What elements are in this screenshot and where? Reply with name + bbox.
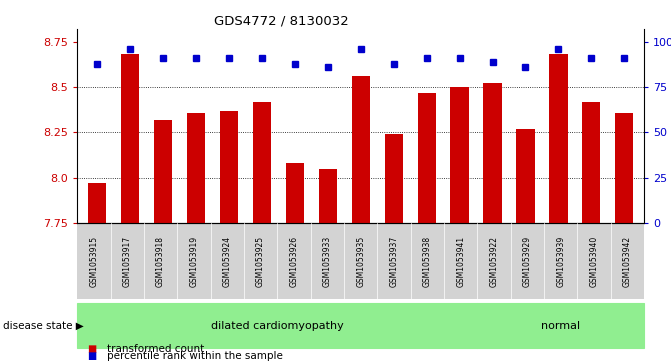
Text: GDS4772 / 8130032: GDS4772 / 8130032 (215, 15, 349, 28)
Bar (384, 134, 403, 223)
Bar (319, 169, 337, 223)
Bar (450, 87, 468, 223)
Text: GSM1053924: GSM1053924 (223, 236, 231, 287)
Text: GSM1053918: GSM1053918 (156, 236, 165, 287)
Text: disease state ▶: disease state ▶ (3, 321, 84, 331)
Text: GSM1053939: GSM1053939 (556, 236, 565, 287)
Bar (352, 76, 370, 223)
Bar (484, 83, 502, 223)
Bar (286, 163, 304, 223)
Text: ■: ■ (87, 351, 97, 361)
Bar (550, 54, 568, 223)
Text: GSM1053942: GSM1053942 (623, 236, 632, 287)
Bar (582, 102, 601, 223)
Text: GSM1053941: GSM1053941 (456, 236, 465, 287)
Text: normal: normal (541, 321, 580, 331)
Text: GSM1053938: GSM1053938 (423, 236, 432, 287)
Text: GSM1053933: GSM1053933 (323, 236, 332, 287)
Bar (417, 93, 435, 223)
Bar (615, 113, 633, 223)
Text: GSM1053922: GSM1053922 (490, 236, 499, 287)
Bar (219, 111, 238, 223)
Bar (88, 183, 106, 223)
Bar (154, 120, 172, 223)
Bar (121, 54, 139, 223)
Text: GSM1053917: GSM1053917 (123, 236, 132, 287)
Text: GSM1053937: GSM1053937 (389, 236, 399, 287)
Text: dilated cardiomyopathy: dilated cardiomyopathy (211, 321, 344, 331)
Text: transformed count: transformed count (107, 344, 205, 354)
Text: ■: ■ (87, 344, 97, 354)
Text: percentile rank within the sample: percentile rank within the sample (107, 351, 283, 361)
Text: GSM1053926: GSM1053926 (289, 236, 299, 287)
Bar (187, 113, 205, 223)
Bar (253, 102, 271, 223)
Text: GSM1053925: GSM1053925 (256, 236, 265, 287)
Text: GSM1053915: GSM1053915 (89, 236, 99, 287)
Text: GSM1053935: GSM1053935 (356, 236, 365, 287)
Text: GSM1053929: GSM1053929 (523, 236, 532, 287)
Bar (517, 129, 535, 223)
Text: GSM1053940: GSM1053940 (590, 236, 599, 287)
Text: GSM1053919: GSM1053919 (189, 236, 199, 287)
